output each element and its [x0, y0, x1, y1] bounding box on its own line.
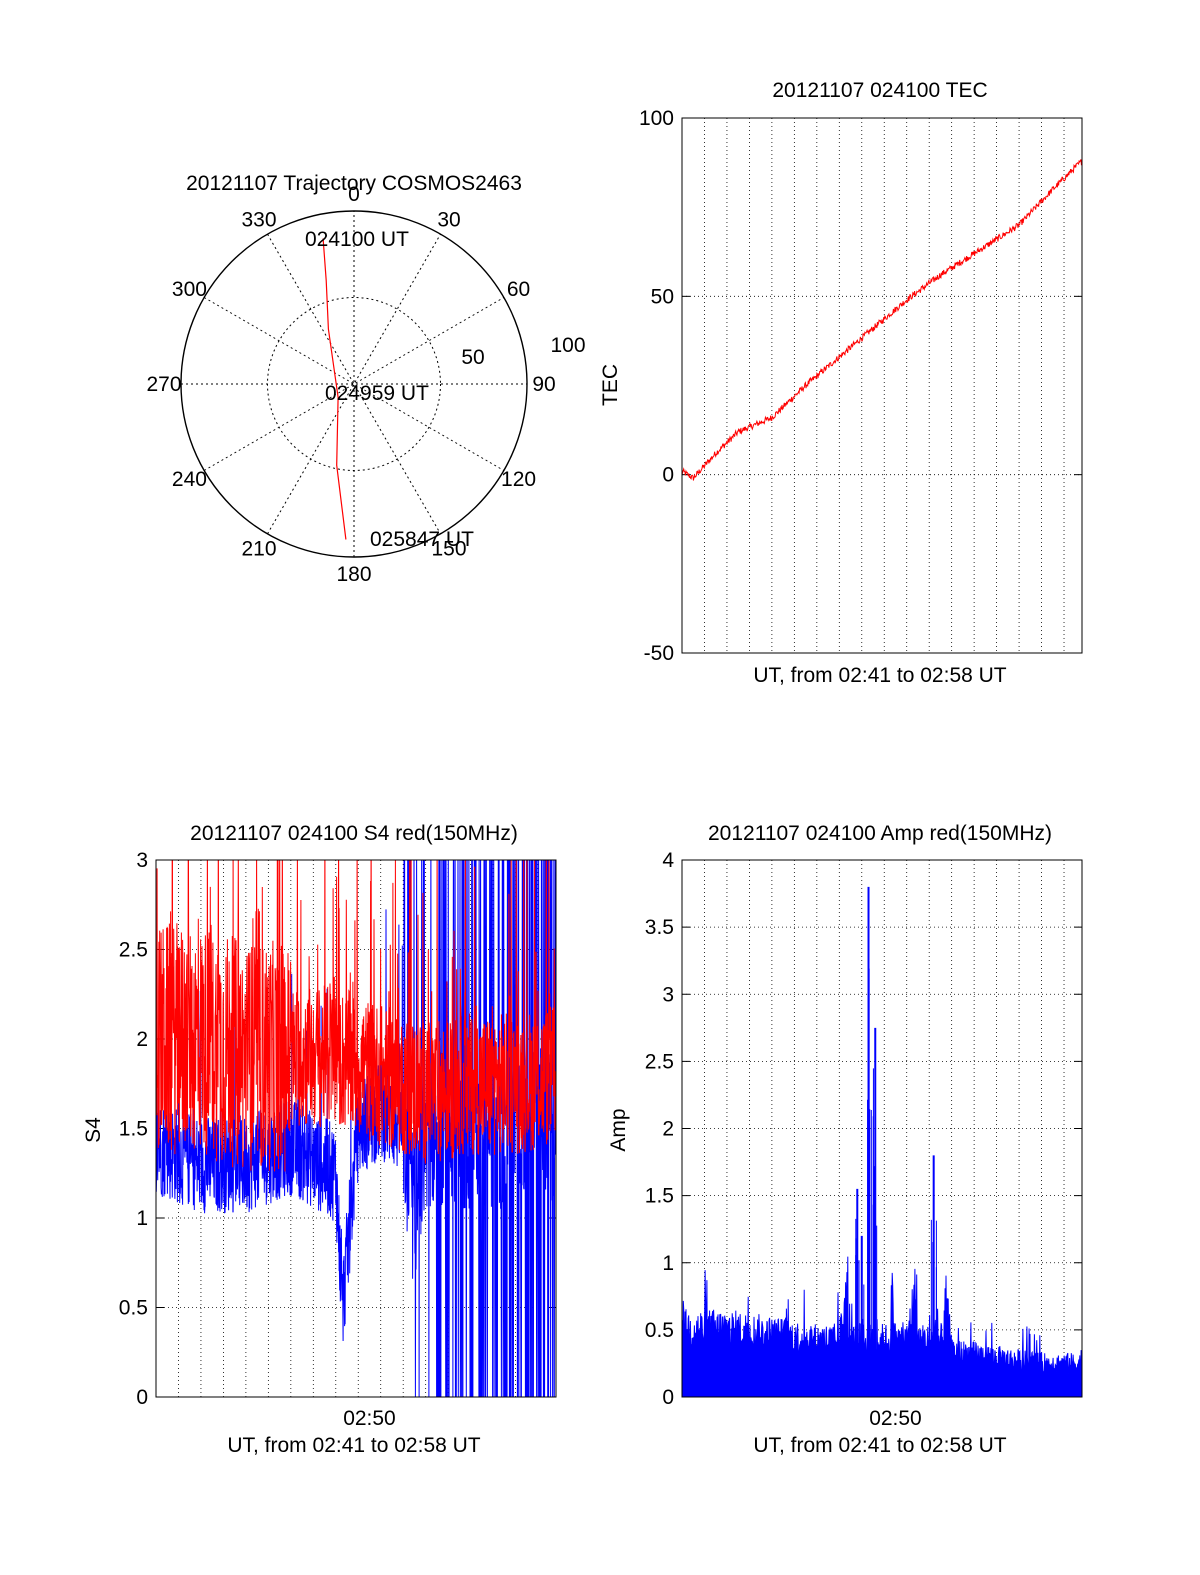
- amp-ylabel: Amp: [607, 1108, 630, 1151]
- s4-ylabel: S4: [82, 1117, 105, 1143]
- y-tick-label: 1: [662, 1252, 674, 1275]
- y-tick-label: 3: [136, 849, 148, 872]
- polar-azimuth-label: 120: [501, 468, 536, 491]
- y-tick-label: 1.5: [119, 1118, 148, 1141]
- amp-x-ticks: 02:50: [869, 1407, 922, 1430]
- polar-azimuth-label: 150: [431, 538, 466, 561]
- polar-azimuth-label: 30: [437, 208, 460, 231]
- y-tick-label: 2: [136, 1028, 148, 1051]
- annotation-mid: 024959 UT: [325, 382, 429, 405]
- tec-y-ticks: -50 0 50 100: [639, 107, 1082, 665]
- amp-y-ticks: 0 0.5 1 1.5 2 2.5 3 3.5 4: [645, 849, 1082, 1409]
- annotation-end: 025847 UT: [370, 528, 474, 551]
- y-tick-label: 2.5: [119, 939, 148, 962]
- y-tick-label: 1: [136, 1207, 148, 1230]
- x-tick-label: 02:50: [869, 1407, 922, 1430]
- polar-azimuth-label: 60: [507, 278, 530, 301]
- y-tick-label: 0: [662, 1386, 674, 1409]
- y-tick-label: 4: [662, 849, 674, 872]
- tec-line: [682, 159, 1082, 481]
- x-tick-label: 02:50: [343, 1407, 396, 1430]
- s4-series: [156, 860, 556, 1397]
- s4-frame: [155, 859, 557, 1398]
- polar-chart: 20121107 Trajectory COSMOS2463 0 30 60 90 12…: [146, 172, 585, 586]
- polar-radius-label: 100: [550, 334, 585, 357]
- y-tick-label: -50: [644, 642, 674, 665]
- y-tick-label: 2.5: [645, 1050, 674, 1073]
- amp-chart: 20121107 024100 Amp red(150MHz) 0 0.5 1 1.5…: [607, 822, 1083, 1457]
- y-tick-label: 0.5: [119, 1297, 148, 1320]
- polar-radius-labels: 50 100: [461, 334, 585, 369]
- polar-azimuth-labels: 0 30 60 90 120 150 180 210 240 270 300 330: [146, 183, 555, 586]
- s4-y-ticks: 0 0.5 1 1.5 2 2.5 3: [119, 849, 556, 1409]
- amp-series: [682, 886, 1082, 1397]
- y-tick-label: 3: [662, 983, 674, 1006]
- y-tick-label: 3.5: [645, 916, 674, 939]
- s4-chart: 20121107 024100 S4 red(150MHz) 0 0.5 1 1.5 2…: [82, 822, 557, 1457]
- tec-series: [682, 159, 1082, 481]
- y-tick-label: 0: [662, 464, 674, 487]
- y-tick-label: 100: [639, 107, 674, 130]
- amp-bars: [682, 1256, 1082, 1397]
- polar-azimuth-label: 210: [241, 538, 276, 561]
- polar-azimuth-label: 180: [336, 563, 371, 586]
- polar-title: 20121107 Trajectory COSMOS2463: [186, 172, 522, 195]
- s4-xlabel: UT, from 02:41 to 02:58 UT: [227, 1434, 480, 1457]
- tec-grid: [682, 117, 1082, 654]
- tec-ylabel: TEC: [599, 364, 622, 406]
- polar-azimuth-label: 270: [146, 373, 181, 396]
- polar-trajectory: [322, 238, 347, 540]
- tec-chart: 20121107 024100 TEC -50 0 50 100 TEC UT, fr…: [599, 79, 1083, 687]
- s4-x-ticks: 02:50: [343, 1407, 396, 1430]
- y-tick-label: 0: [136, 1386, 148, 1409]
- tec-frame: [681, 117, 1083, 654]
- polar-azimuth-label: 240: [172, 468, 207, 491]
- polar-grid: [180, 210, 528, 558]
- amp-title: 20121107 024100 Amp red(150MHz): [708, 822, 1052, 845]
- polar-azimuth-label: 330: [241, 208, 276, 231]
- s4-red-line: [156, 860, 556, 1172]
- polar-azimuth-label: 0: [348, 183, 360, 206]
- polar-trajectory-line: [322, 238, 347, 540]
- amp-grid: [682, 859, 1082, 1398]
- s4-title: 20121107 024100 S4 red(150MHz): [190, 822, 518, 845]
- y-tick-label: 2: [662, 1118, 674, 1141]
- polar-azimuth-label: 90: [532, 373, 555, 396]
- y-tick-label: 50: [651, 285, 674, 308]
- y-tick-label: 0.5: [645, 1319, 674, 1342]
- polar-radius-label: 50: [461, 346, 484, 369]
- tec-title: 20121107 024100 TEC: [772, 79, 987, 102]
- annotation-start: 024100 UT: [305, 228, 409, 251]
- amp-xlabel: UT, from 02:41 to 02:58 UT: [753, 1434, 1006, 1457]
- y-tick-label: 1.5: [645, 1185, 674, 1208]
- polar-azimuth-label: 300: [172, 278, 207, 301]
- tec-xlabel: UT, from 02:41 to 02:58 UT: [753, 664, 1006, 687]
- amp-frame: [681, 859, 1083, 1398]
